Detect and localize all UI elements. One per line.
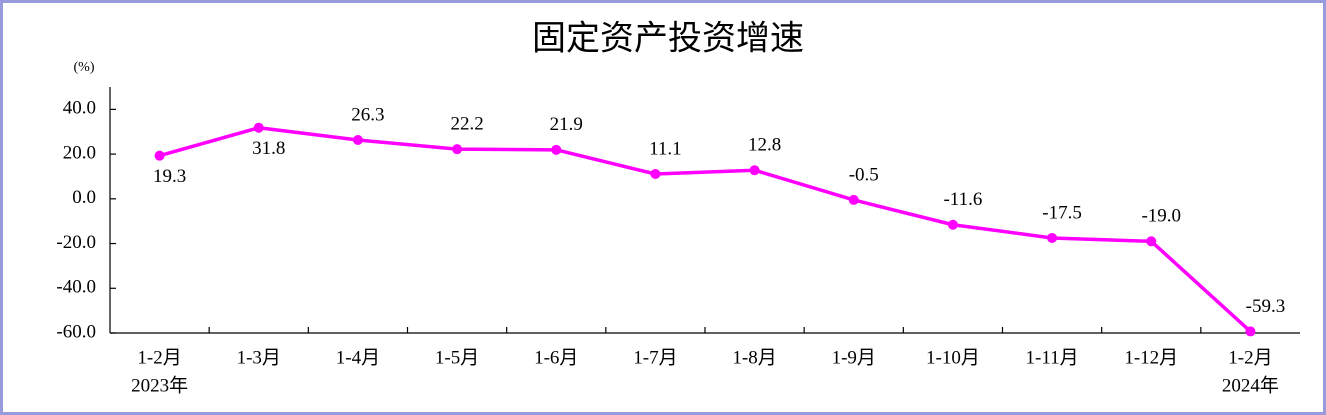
data-label: 12.8	[748, 135, 781, 156]
data-point	[551, 144, 562, 155]
data-point	[947, 219, 958, 230]
y-tick-label: 40.0	[63, 98, 96, 119]
data-point	[154, 150, 165, 161]
data-label: 11.1	[649, 138, 682, 159]
data-point	[1146, 236, 1157, 247]
data-label: 31.8	[252, 138, 285, 159]
x-tick-label: 1-4月	[336, 347, 380, 368]
x-tick-label: 1-5月	[435, 347, 479, 368]
y-tick-label: 20.0	[63, 142, 96, 163]
data-point	[650, 168, 661, 179]
data-label: -19.0	[1141, 206, 1181, 227]
x-tick-label: 1-2月	[1228, 347, 1272, 368]
x-tick-label: 1-2月	[137, 347, 181, 368]
data-label: 26.3	[351, 104, 384, 125]
data-label: 22.2	[450, 114, 483, 135]
data-label: 19.3	[153, 166, 186, 187]
x-tick-sublabel: 2024年	[1222, 374, 1279, 396]
y-tick-label: 0.0	[72, 187, 96, 208]
x-tick-label: 1-7月	[633, 347, 677, 368]
x-tick-label: 1-9月	[832, 347, 876, 368]
series-line	[159, 125, 1252, 333]
x-tick-label: 1-6月	[534, 347, 578, 368]
data-point	[749, 165, 760, 176]
x-tick-label: 1-11月	[1026, 347, 1079, 368]
y-unit: (%)	[74, 60, 95, 75]
data-point	[352, 135, 363, 146]
data-label: -11.6	[943, 189, 982, 210]
x-tick-sublabel: 2023年	[131, 374, 188, 396]
x-tick-label: 1-12月	[1124, 347, 1178, 368]
data-point	[848, 194, 859, 205]
y-tick-label: -40.0	[56, 277, 96, 298]
x-tick-label: 1-8月	[732, 347, 776, 368]
data-point	[1047, 232, 1058, 243]
data-point	[452, 144, 463, 155]
data-label: 21.9	[550, 114, 583, 135]
y-tick-label: -60.0	[56, 321, 96, 342]
data-point	[253, 122, 264, 133]
chart-title: 固定资产投资增速	[532, 19, 804, 59]
x-tick-label: 1-3月	[237, 347, 281, 368]
y-tick-label: -20.0	[56, 232, 96, 253]
data-label: -0.5	[849, 164, 879, 185]
x-tick-label: 1-10月	[926, 347, 980, 368]
data-label: -59.3	[1246, 296, 1286, 317]
data-label: -17.5	[1042, 202, 1082, 223]
data-point	[1245, 326, 1256, 337]
